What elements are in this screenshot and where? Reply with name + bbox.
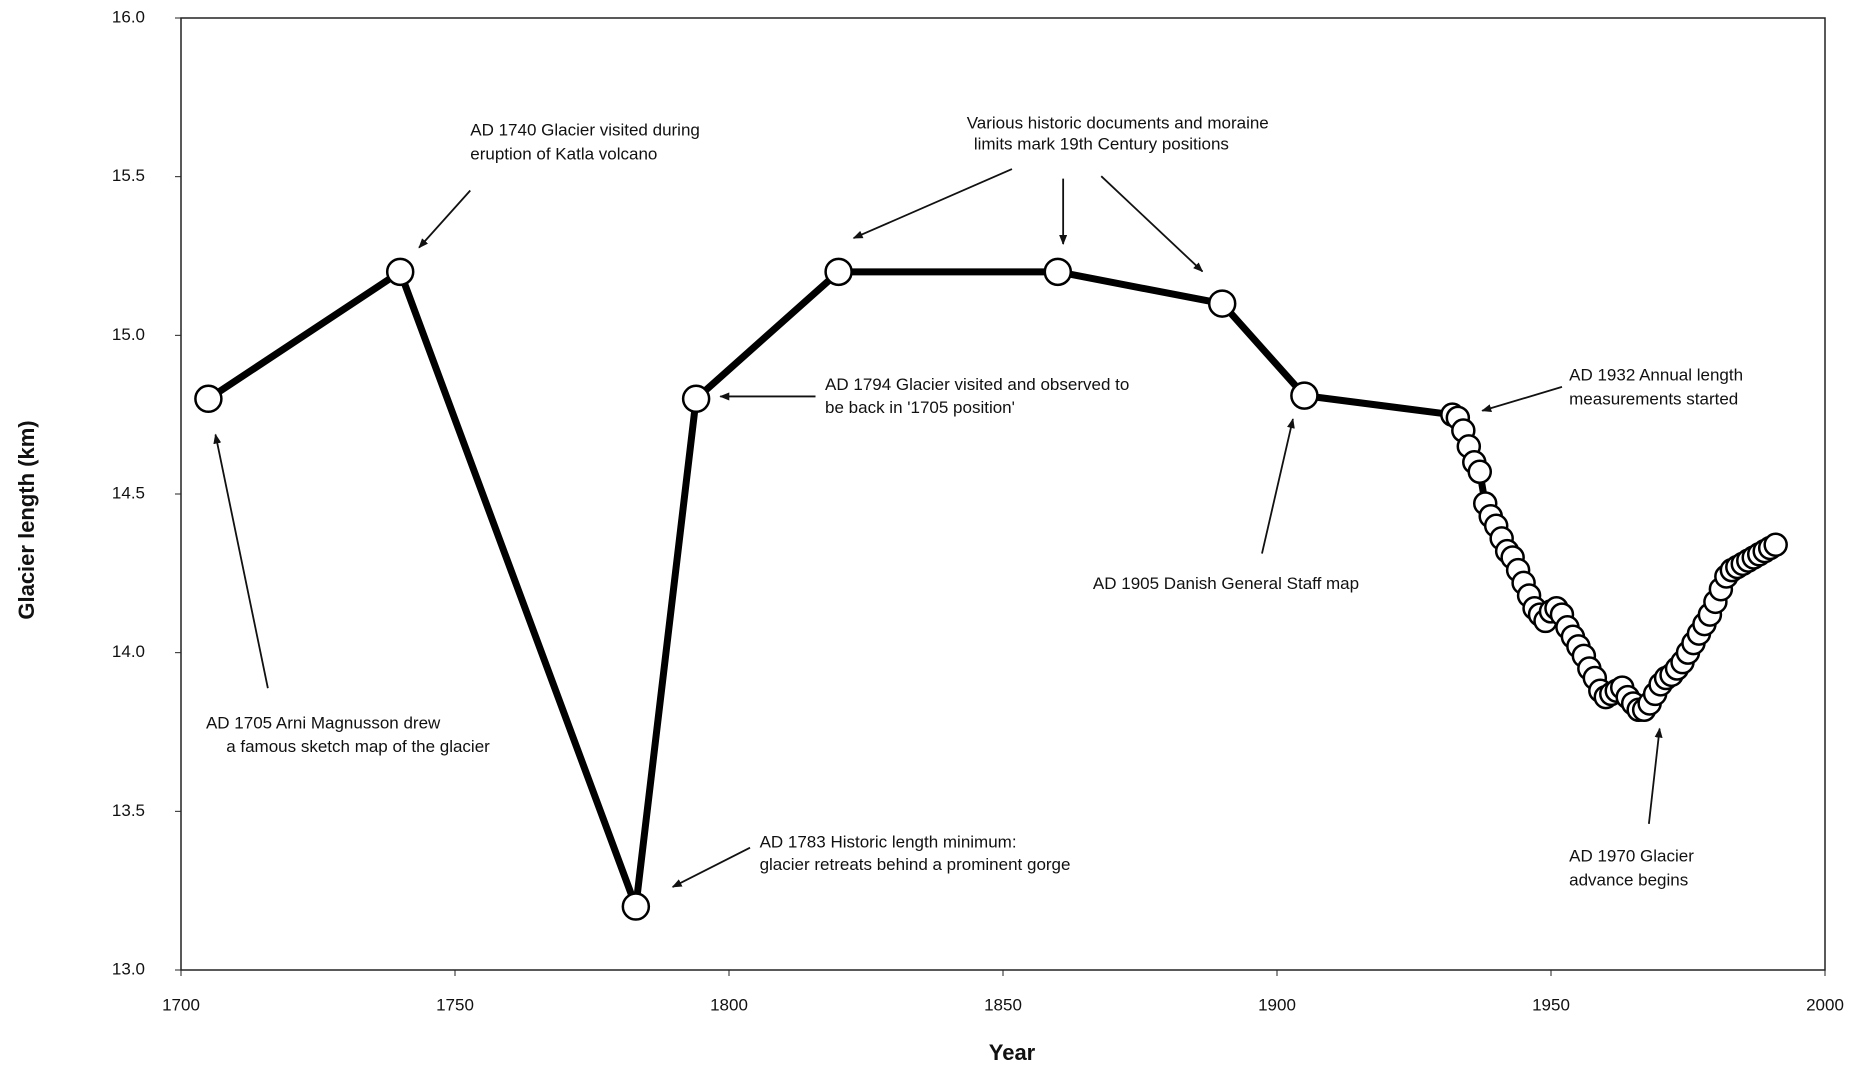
y-tick-label: 14.5: [112, 483, 145, 502]
y-tick-label: 15.5: [112, 166, 145, 185]
annotation: AD 1794 Glacier visited and observed to: [825, 375, 1129, 394]
data-point: [824, 257, 853, 287]
data-point: [385, 257, 415, 287]
data-point: [1763, 532, 1788, 558]
plot-frame: [180, 17, 1826, 971]
x-tick-label: 1750: [436, 995, 474, 1014]
annotation: be back in '1705 position': [825, 398, 1015, 417]
annotation-arrow: [1647, 727, 1663, 824]
data-line: [206, 268, 1778, 911]
y-tick-label: 13.0: [112, 959, 145, 978]
annotation: AD 1740 Glacier visited during: [470, 120, 700, 139]
annotation: limits mark 19th Century positions: [974, 135, 1229, 154]
x-tick-label: 1850: [984, 995, 1022, 1014]
data-point: [681, 384, 711, 414]
data-point: [621, 892, 651, 921]
data-point: [1207, 289, 1237, 318]
data-point: [1290, 381, 1319, 410]
y-axis-title: Glacier length (km): [14, 420, 39, 619]
annotation-arrow: [213, 433, 269, 689]
annotation: advance begins: [1569, 870, 1688, 889]
annotation: AD 1970 Glacier: [1569, 847, 1694, 866]
y-tick-label: 13.5: [112, 801, 145, 820]
y-tick-label: 15.0: [112, 325, 145, 344]
annotation: eruption of Katla volcano: [470, 144, 657, 163]
annotation: AD 1705 Arni Magnusson drew: [206, 713, 441, 732]
annotation-arrow: [1261, 418, 1295, 554]
data-point: [1043, 257, 1073, 287]
annotation: Various historic documents and moraine: [967, 113, 1269, 132]
data-point: [1467, 459, 1493, 485]
annotation: AD 1783 Historic length minimum:: [760, 832, 1017, 851]
annotation: glacier retreats behind a prominent gorg…: [760, 855, 1071, 874]
data-point: [194, 384, 223, 414]
x-tick-label: 1900: [1258, 995, 1296, 1014]
annotation-arrow: [1100, 175, 1204, 273]
annotation-arrow: [1481, 386, 1563, 412]
x-axis-title: Year: [989, 1040, 1036, 1065]
annotation: AD 1932 Annual length: [1569, 366, 1743, 385]
annotation-arrow: [852, 168, 1013, 239]
annotation: a famous sketch map of the glacier: [226, 737, 490, 756]
x-tick-label: 2000: [1806, 995, 1844, 1014]
annotation: AD 1905 Danish General Staff map: [1093, 574, 1359, 593]
y-tick-label: 16.0: [112, 7, 145, 26]
x-tick-label: 1950: [1532, 995, 1570, 1014]
annotation-arrow: [418, 189, 471, 249]
y-tick-label: 14.0: [112, 642, 145, 661]
annotation-arrow: [671, 846, 751, 888]
x-tick-label: 1700: [162, 995, 200, 1014]
annotation: measurements started: [1569, 390, 1738, 409]
x-tick-label: 1800: [710, 995, 748, 1014]
